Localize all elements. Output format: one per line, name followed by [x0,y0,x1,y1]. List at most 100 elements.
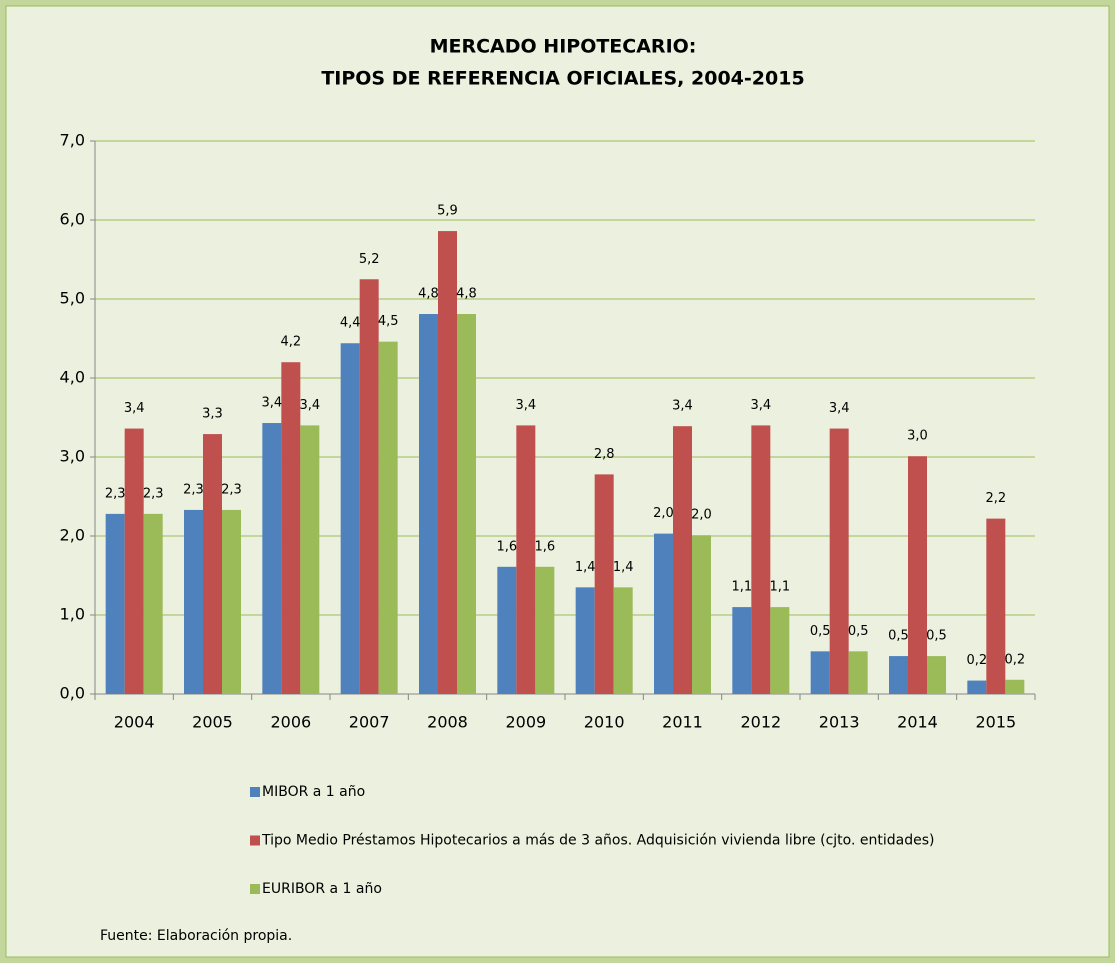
value-label: 0,2 [1004,652,1025,667]
value-label: 3,0 [907,429,928,444]
chart-title: MERCADO HIPOTECARIO: [430,36,697,58]
bar [419,314,438,694]
value-label: 3,4 [829,401,850,416]
bar [770,607,790,694]
value-label: 2,8 [594,447,615,462]
bar [810,651,830,694]
value-label: 2,3 [221,482,242,497]
value-label: 4,8 [418,287,439,302]
value-label: 0,5 [810,624,831,639]
panel [5,5,1110,958]
bar [203,434,222,694]
y-tick-label: 4,0 [60,368,85,387]
y-tick-label: 2,0 [60,526,85,545]
value-label: 4,5 [378,314,399,329]
value-label: 3,4 [124,401,145,416]
value-label: 3,4 [750,398,771,413]
value-label: 0,5 [888,629,909,644]
bar [889,656,908,694]
legend-swatch [250,884,260,894]
bar [692,535,711,694]
value-label: 1,4 [575,560,596,575]
legend-label: MIBOR a 1 año [262,784,365,800]
y-tick-label: 7,0 [60,131,85,150]
value-label: 5,2 [359,252,380,267]
value-label: 4,8 [456,287,477,302]
value-label: 0,2 [966,653,987,668]
x-tick-label: 2008 [427,713,468,732]
legend-label: Tipo Medio Préstamos Hipotecarios a más … [261,833,934,849]
bar [378,341,398,694]
x-tick-label: 2013 [819,713,860,732]
bar [613,587,633,694]
value-label: 1,1 [731,580,752,595]
legend-swatch [250,787,260,797]
chart-subtitle: TIPOS DE REFERENCIA OFICIALES, 2004-2015 [321,68,804,90]
bar [457,314,476,694]
value-label: 3,4 [299,398,320,413]
x-tick-label: 2004 [114,713,155,732]
value-label: 3,3 [202,407,223,422]
bar [751,425,771,694]
value-label: 2,0 [691,508,712,523]
value-label: 3,4 [672,399,693,414]
x-tick-label: 2007 [349,713,390,732]
bar [829,428,849,694]
value-label: 1,6 [496,539,517,554]
value-label: 1,6 [534,539,555,554]
bar [497,566,517,694]
bar [848,651,868,694]
y-tick-label: 3,0 [60,447,85,466]
value-label: 1,1 [769,580,790,595]
bar [732,607,752,694]
bar [105,513,125,694]
value-label: 3,4 [261,396,282,411]
x-tick-label: 2009 [505,713,546,732]
value-label: 2,0 [653,506,674,521]
value-label: 3,4 [515,398,536,413]
y-tick-label: 1,0 [60,605,85,624]
bar [438,231,457,694]
value-label: 5,9 [437,204,458,219]
y-tick-label: 5,0 [60,289,85,308]
x-tick-label: 2011 [662,713,703,732]
bar [124,428,144,694]
value-label: 0,5 [926,629,947,644]
value-label: 1,4 [613,560,634,575]
value-label: 2,2 [985,491,1006,506]
value-label: 4,2 [280,335,301,350]
value-label: 2,3 [183,482,204,497]
bar [184,509,203,694]
bar [359,279,379,694]
bar [516,425,536,694]
legend-label: EURIBOR a 1 año [262,881,382,897]
bar [340,343,360,694]
y-tick-label: 0,0 [60,684,85,703]
x-tick-label: 2005 [192,713,233,732]
x-tick-label: 2015 [975,713,1016,732]
bar [535,566,555,694]
bar [281,362,301,694]
bar [594,474,614,694]
bar [967,680,987,694]
x-tick-label: 2014 [897,713,938,732]
bar [673,426,692,694]
x-tick-label: 2012 [740,713,781,732]
value-label: 2,3 [143,486,164,501]
legend-swatch [250,835,260,846]
bar [143,513,163,694]
bar [986,518,1006,694]
bar [300,425,320,694]
bar [927,656,946,694]
value-label: 2,3 [105,486,126,501]
y-tick-label: 6,0 [60,210,85,229]
bar [908,456,927,694]
bar [222,509,241,694]
bar [262,423,282,694]
bar [575,587,595,694]
bar [654,533,673,694]
value-label: 0,5 [848,624,869,639]
x-tick-label: 2010 [584,713,625,732]
